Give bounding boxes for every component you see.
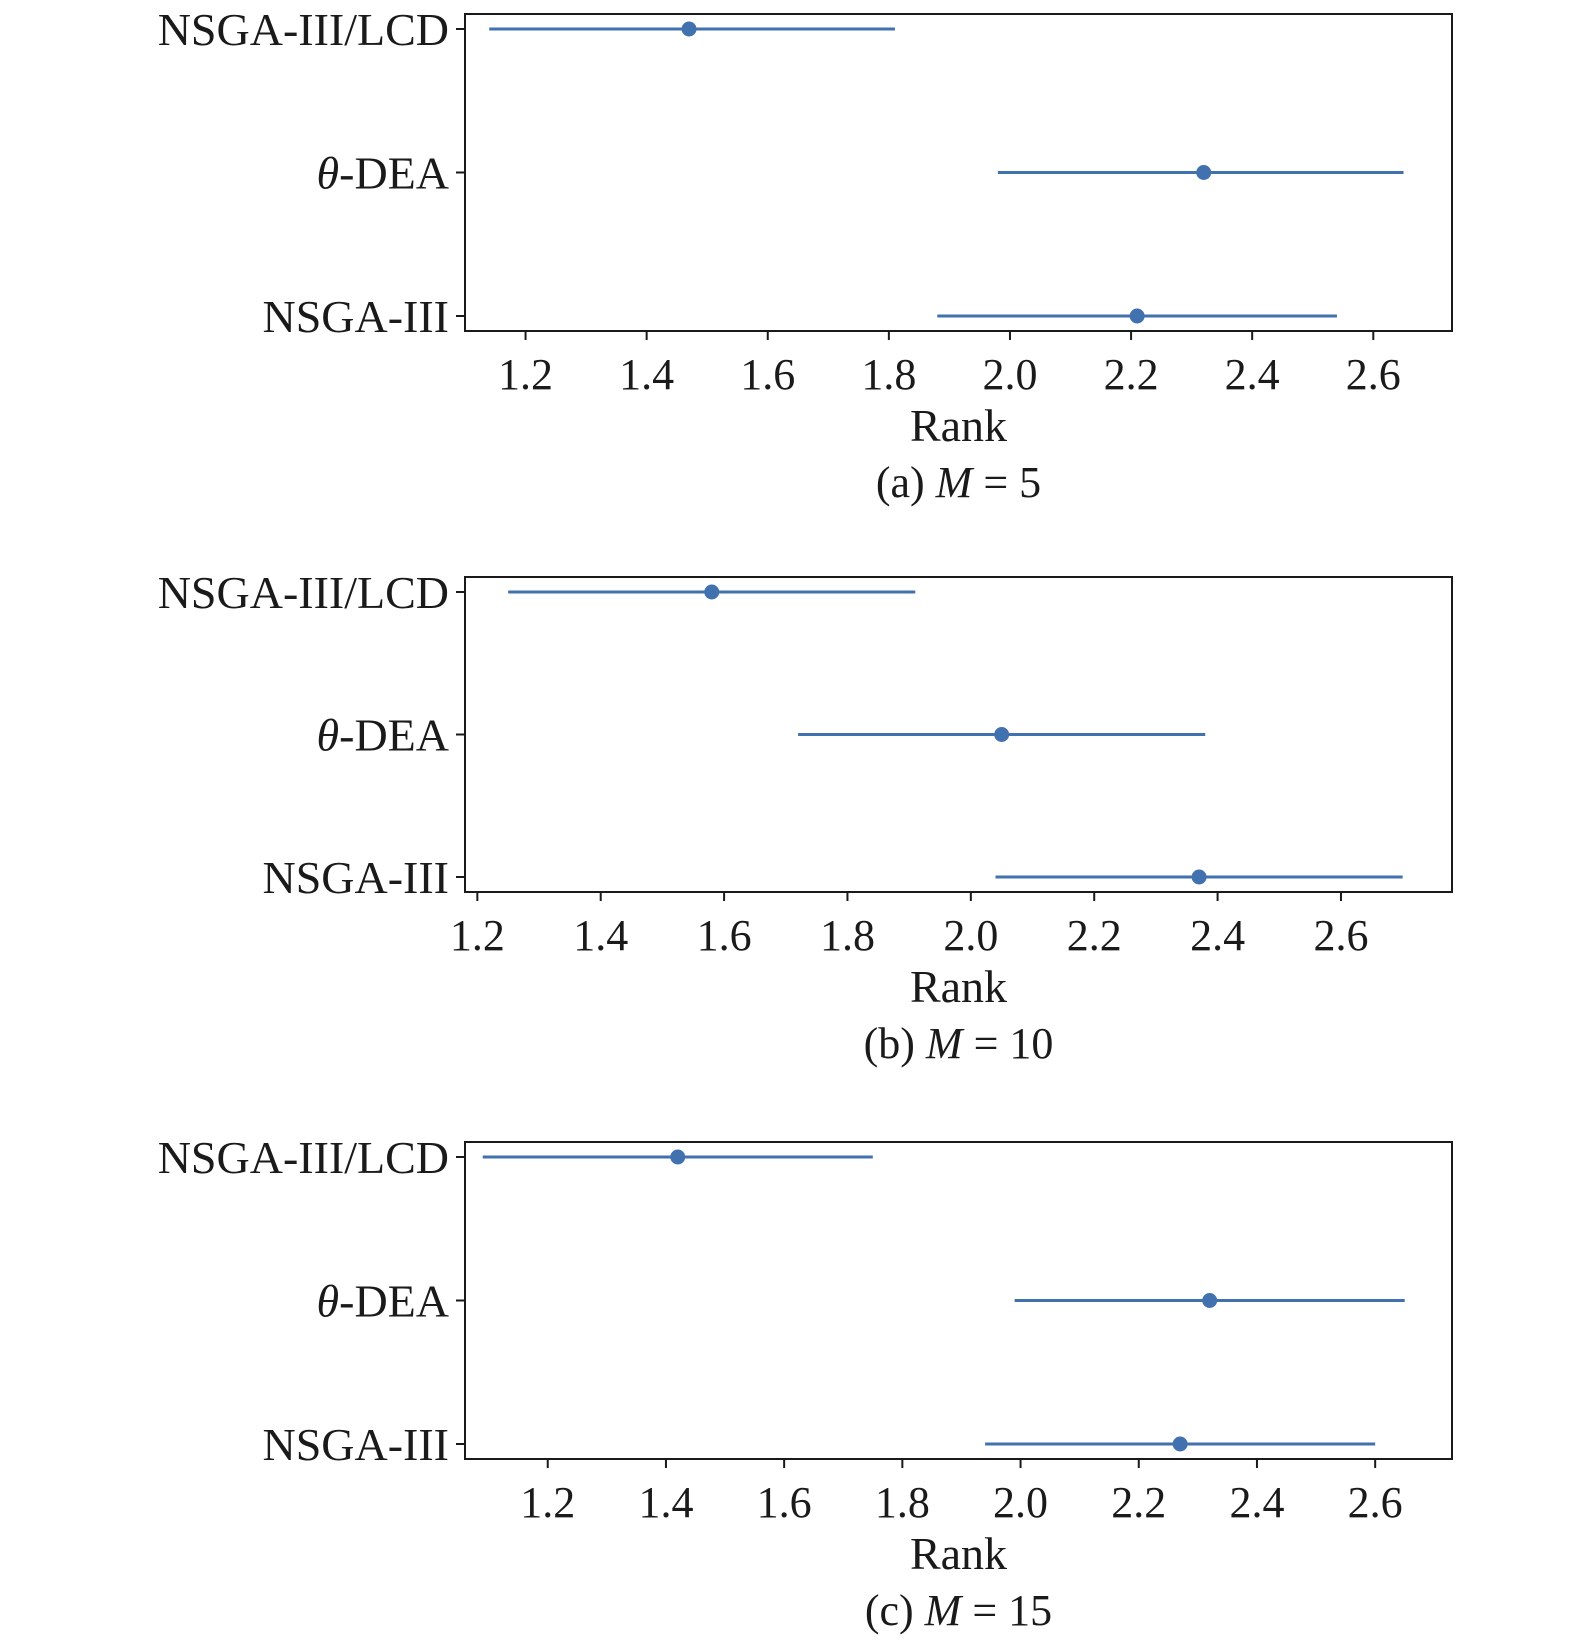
x-tick-label: 1.4 [619, 350, 674, 399]
x-tick-label: 2.6 [1313, 911, 1368, 960]
y-tick-label-text: NSGA-III [262, 1419, 449, 1470]
x-tick-label: 1.8 [861, 350, 916, 399]
caption-var: M [924, 1586, 964, 1635]
y-tick-label: NSGA-III/LCD [158, 1132, 449, 1183]
y-tick-label: NSGA-III/LCD [158, 567, 449, 618]
x-tick-label: 2.4 [1190, 911, 1245, 960]
mean-point [1191, 869, 1207, 885]
caption-prefix: (b) [864, 1019, 926, 1068]
caption-suffix: = 10 [963, 1019, 1054, 1068]
y-tick-label-text: NSGA-III/LCD [158, 567, 449, 618]
y-tick-label-text: NSGA-III/LCD [158, 4, 449, 55]
x-tick-label: 1.8 [820, 911, 875, 960]
x-tick-label: 1.6 [740, 350, 795, 399]
y-tick-label: NSGA-III [262, 1419, 449, 1470]
y-tick-label: θ-DEA [317, 148, 449, 199]
x-tick-label: 2.2 [1104, 350, 1159, 399]
y-tick-label-var: θ [317, 148, 340, 199]
y-tick-label-text: NSGA-III [262, 852, 449, 903]
y-tick-label: NSGA-III [262, 291, 449, 342]
x-tick-label: 1.6 [757, 1478, 812, 1527]
y-tick-label: NSGA-III [262, 852, 449, 903]
x-tick-label: 1.2 [520, 1478, 575, 1527]
y-tick-label-text: NSGA-III [262, 291, 449, 342]
caption-prefix: (a) [876, 458, 936, 507]
x-tick-label: 2.6 [1346, 350, 1401, 399]
caption-suffix: = 15 [961, 1586, 1052, 1635]
x-tick-label: 1.2 [450, 911, 505, 960]
x-tick-label: 1.4 [638, 1478, 693, 1527]
y-tick-label: θ-DEA [317, 1276, 449, 1327]
x-tick-label: 2.0 [993, 1478, 1048, 1527]
caption-var: M [935, 458, 975, 507]
caption-var: M [925, 1019, 965, 1068]
panel-caption: (c) M = 15 [865, 1586, 1052, 1635]
mean-point [1196, 165, 1212, 180]
y-tick-label: NSGA-III/LCD [158, 4, 449, 55]
mean-point [1202, 1293, 1218, 1308]
panel-caption: (b) M = 10 [864, 1019, 1054, 1068]
x-tick-label: 2.2 [1111, 1478, 1166, 1527]
mean-point [1129, 308, 1145, 324]
mean-point [994, 727, 1010, 742]
mean-point [670, 1149, 686, 1165]
y-tick-label-text: -DEA [339, 710, 449, 761]
x-tick-label: 2.0 [982, 350, 1037, 399]
x-tick-label: 2.6 [1348, 1478, 1403, 1527]
x-axis-title: Rank [910, 400, 1007, 451]
y-tick-label-var: θ [317, 710, 340, 761]
caption-suffix: = 5 [972, 458, 1041, 507]
x-tick-label: 2.2 [1067, 911, 1122, 960]
x-tick-label: 2.4 [1229, 1478, 1284, 1527]
x-tick-label: 2.4 [1225, 350, 1280, 399]
x-tick-label: 2.0 [943, 911, 998, 960]
y-tick-label: θ-DEA [317, 710, 449, 761]
y-tick-label-text: -DEA [339, 148, 449, 199]
mean-point [1172, 1436, 1188, 1452]
mean-point [681, 21, 697, 37]
caption-prefix: (c) [865, 1586, 925, 1635]
mean-point [704, 584, 720, 600]
chart-panel-1: NSGA-III/LCD θ-DEA NSGA-III 1.2 1.4 1.6 1.8 2.0… [158, 4, 1453, 507]
y-tick-label-text: NSGA-III/LCD [158, 1132, 449, 1183]
y-tick-label-text: -DEA [339, 1276, 449, 1327]
y-tick-label-var: θ [317, 1276, 340, 1327]
chart-panel-3: NSGA-III/LCD θ-DEA NSGA-III 1.2 1.4 1.6 1.8 2.0… [158, 1132, 1453, 1635]
x-axis-title: Rank [910, 1528, 1007, 1579]
panel-caption: (a) M = 5 [876, 458, 1041, 507]
x-tick-label: 1.6 [697, 911, 752, 960]
x-tick-label: 1.8 [875, 1478, 930, 1527]
x-tick-label: 1.2 [498, 350, 553, 399]
x-tick-label: 1.4 [573, 911, 628, 960]
x-axis-title: Rank [910, 961, 1007, 1012]
